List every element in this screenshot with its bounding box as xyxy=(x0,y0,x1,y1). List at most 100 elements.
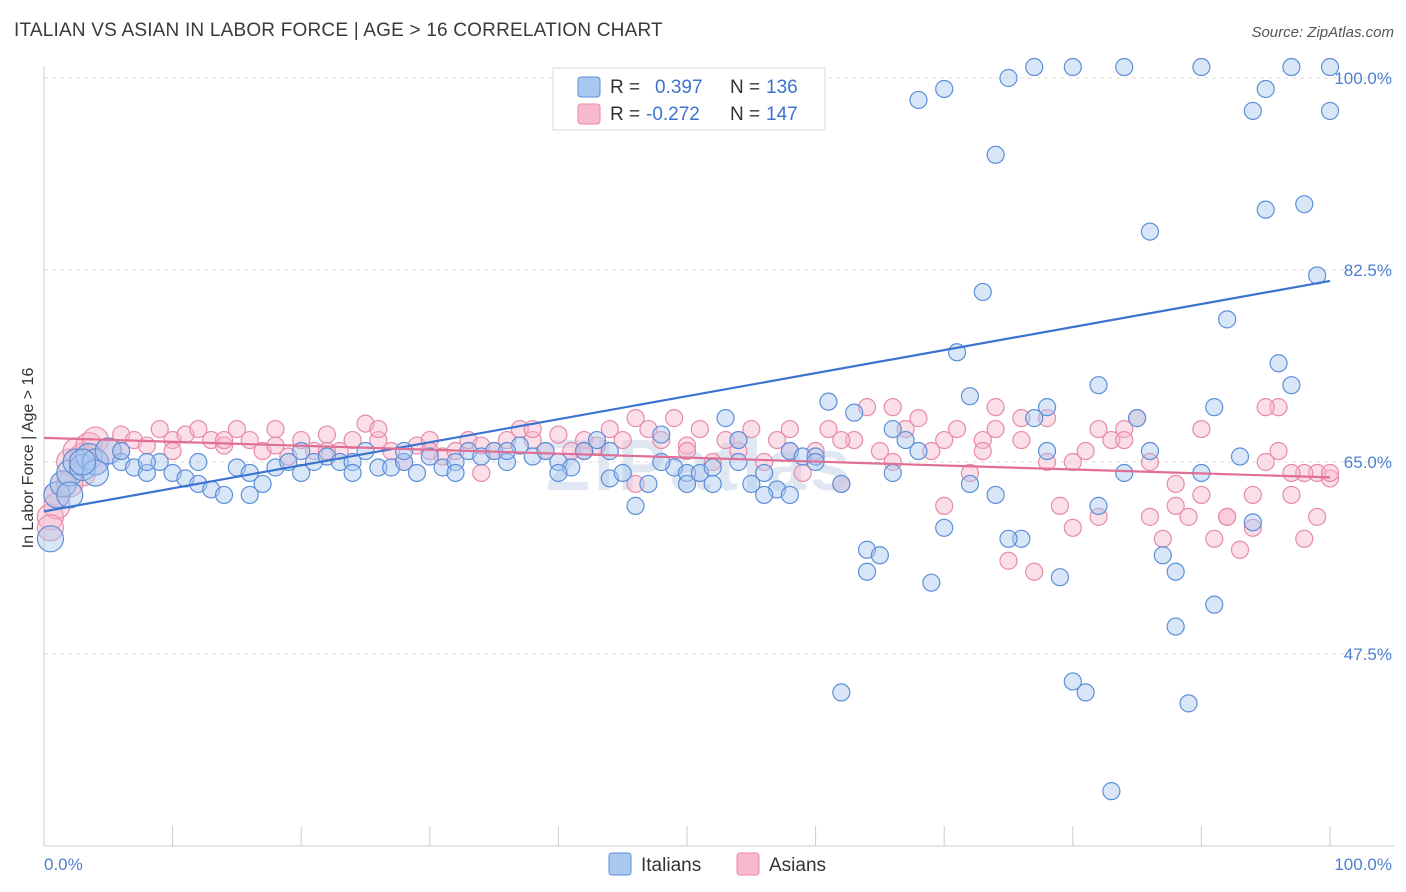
asians-point-133 xyxy=(369,419,388,439)
italians-point-110 xyxy=(1192,57,1211,77)
legend-italians-r-label: R = xyxy=(610,77,640,98)
asians-point-82 xyxy=(1050,496,1070,515)
italians-point-12 xyxy=(150,452,169,472)
asians-point-48 xyxy=(613,430,632,450)
asians-point-109 xyxy=(1243,485,1262,505)
italians-point-82 xyxy=(1050,568,1070,587)
italians-point-137 xyxy=(343,463,362,483)
x-tick-max: 100.0% xyxy=(1334,855,1392,874)
italians-point-98 xyxy=(1256,200,1275,219)
italians-point-142 xyxy=(112,441,131,461)
asians-point-121 xyxy=(1218,507,1237,526)
asians-point-17 xyxy=(214,436,234,455)
asians-point-43 xyxy=(549,425,568,444)
italians-point-113 xyxy=(1320,57,1340,77)
italians-point-85 xyxy=(1089,376,1108,395)
asians-point-83 xyxy=(1063,518,1082,537)
legend-asians-swatch xyxy=(577,103,601,125)
asians-point-86 xyxy=(1102,430,1121,450)
italians-point-83 xyxy=(1063,672,1082,691)
asians-point-118 xyxy=(1063,452,1082,472)
asians-point-114 xyxy=(883,398,902,417)
italians-point-89 xyxy=(1140,222,1160,241)
asians-point-27 xyxy=(343,430,362,450)
asians-point-96 xyxy=(1230,540,1250,559)
italians-point-128 xyxy=(780,485,799,505)
asians-point-64 xyxy=(819,419,838,439)
y-axis-label: In Labor Force | Age > 16 xyxy=(20,368,37,549)
asians-point-90 xyxy=(1153,529,1172,548)
asians-point-113 xyxy=(1320,463,1340,483)
asians-point-99 xyxy=(1269,441,1288,461)
asians-point-104 xyxy=(986,398,1005,417)
italians-point-68 xyxy=(870,546,890,565)
asians-point-117 xyxy=(1012,409,1031,428)
asians-point-131 xyxy=(472,463,491,483)
asians-point-120 xyxy=(1166,474,1185,494)
italians-point-140 xyxy=(189,452,208,472)
italians-point-87 xyxy=(1115,463,1134,483)
italians-point-100 xyxy=(1282,376,1301,395)
italians-point-130 xyxy=(703,474,722,494)
italians-point-125 xyxy=(677,474,697,494)
italians-point-141 xyxy=(137,452,156,472)
asians-point-78 xyxy=(999,551,1018,570)
asians-point-15 xyxy=(189,419,208,439)
asians-point-84 xyxy=(1076,441,1095,461)
italians-point-109 xyxy=(1115,57,1134,77)
asians-trend-line xyxy=(43,436,1331,479)
italians-point-132 xyxy=(600,441,619,461)
series-legend: Italians Asians xyxy=(608,852,826,876)
asians-point-18 xyxy=(227,419,246,439)
y-tick-label-1: 65.0% xyxy=(1344,453,1392,472)
italians-point-46 xyxy=(587,430,607,450)
legend-italians-n-label: N = xyxy=(730,77,760,98)
asians-point-143 xyxy=(36,514,65,542)
legend-italians-swatch xyxy=(577,76,601,98)
asians-point-136 xyxy=(214,430,234,450)
italians-point-0 xyxy=(36,525,65,553)
italians-point-99 xyxy=(1269,354,1288,373)
italians-point-116 xyxy=(883,463,902,483)
chart-title: ITALIAN VS ASIAN IN LABOR FORCE | AGE > … xyxy=(14,20,663,41)
italians-point-123 xyxy=(1205,398,1224,417)
asians-point-92 xyxy=(1179,507,1198,526)
italians-point-108 xyxy=(1063,57,1082,77)
asians-point-49 xyxy=(626,409,645,428)
italians-point-122 xyxy=(1166,617,1185,636)
asians-point-122 xyxy=(1256,398,1275,417)
italians-point-90 xyxy=(1153,546,1172,565)
italians-point-119 xyxy=(1037,441,1057,461)
asians-point-97 xyxy=(1243,518,1262,537)
bottom-legend-italians-swatch xyxy=(608,852,632,876)
asians-point-89 xyxy=(1140,507,1160,526)
italians-point-48 xyxy=(613,463,632,483)
italians-point-107 xyxy=(1025,57,1044,77)
asians-point-47 xyxy=(600,419,619,439)
italians-point-120 xyxy=(1089,496,1108,515)
y-tick-labels: 47.5% 65.0% 82.5% 100.0% xyxy=(1334,69,1392,664)
italians-point-103 xyxy=(1320,101,1340,121)
asians-point-110 xyxy=(1269,398,1288,417)
italians-point-112 xyxy=(1282,57,1301,77)
x-tick-min: 0.0% xyxy=(44,855,83,874)
italians-point-135 xyxy=(446,463,465,483)
italians-point-55 xyxy=(703,458,722,477)
italians-point-114 xyxy=(832,683,851,702)
asians-point-66 xyxy=(845,430,864,450)
y-tick-label-0: 47.5% xyxy=(1344,645,1392,664)
asians-point-119 xyxy=(1115,430,1134,450)
y-tick-label-2: 82.5% xyxy=(1344,261,1392,280)
legend-asians-r-label: R = xyxy=(610,104,640,125)
asians-point-108 xyxy=(1192,485,1211,505)
italians-point-97 xyxy=(1243,513,1262,532)
italians-point-139 xyxy=(240,485,259,505)
asians-point-100 xyxy=(1282,485,1301,505)
asians-point-115 xyxy=(935,430,954,450)
italians-point-126 xyxy=(755,485,774,505)
italians-point-105 xyxy=(909,90,928,110)
italians-point-65 xyxy=(832,474,851,494)
italians-point-20 xyxy=(253,474,272,494)
asians-point-94 xyxy=(1205,529,1224,548)
italians-point-133 xyxy=(549,463,568,483)
